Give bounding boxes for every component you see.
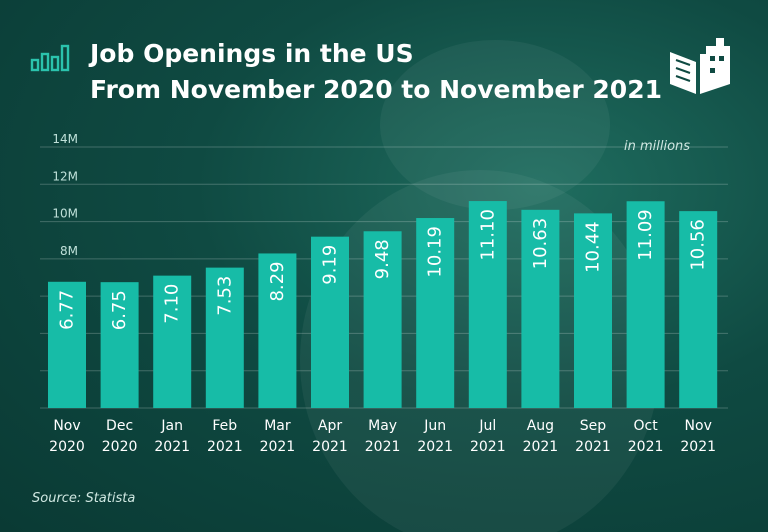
x-tick-label-year: 2021 <box>207 439 243 455</box>
bar-value-label: 8.29 <box>267 261 288 301</box>
bar-value-label: 10.63 <box>530 218 551 270</box>
background-helmet-shape <box>380 40 610 210</box>
bar <box>48 281 86 408</box>
bar-value-label: 6.75 <box>109 290 130 330</box>
unit-note: in millions <box>624 139 691 154</box>
x-tick-label-month: Nov <box>53 418 80 434</box>
x-tick-label-year: 2021 <box>575 439 611 455</box>
x-tick-label-month: Mar <box>264 418 291 434</box>
x-tick-label-month: Oct <box>633 418 658 434</box>
bar-value-label: 7.10 <box>162 284 183 324</box>
bar <box>258 253 297 408</box>
bar <box>416 218 455 408</box>
bar <box>574 213 612 408</box>
title-line-2: From November 2020 to November 2021 <box>90 75 662 104</box>
x-tick-label-year: 2020 <box>49 439 85 455</box>
x-tick-label-year: 2020 <box>102 439 138 455</box>
x-tick-label-year: 2021 <box>680 439 716 455</box>
bar <box>100 282 139 408</box>
bar-value-label: 10.19 <box>425 226 446 278</box>
x-tick-label-month: Jun <box>423 418 446 434</box>
bar <box>679 211 718 408</box>
source-note: Source: Statista <box>32 491 136 506</box>
chart-title: Job Openings in the US From November 202… <box>90 36 662 108</box>
x-tick-label-year: 2021 <box>523 439 559 455</box>
x-tick-label-month: Jan <box>160 418 183 434</box>
bar-value-label: 6.77 <box>57 290 78 330</box>
x-tick-label-month: Aug <box>527 418 554 434</box>
x-tick-label-year: 2021 <box>417 439 453 455</box>
bar-value-label: 11.10 <box>477 209 498 261</box>
x-tick-label-month: Feb <box>212 418 237 434</box>
bar <box>153 275 192 408</box>
bar <box>468 201 507 408</box>
bar <box>521 209 560 408</box>
x-tick-label-year: 2021 <box>312 439 348 455</box>
y-tick-label: 12M <box>52 169 78 183</box>
x-tick-label-year: 2021 <box>470 439 506 455</box>
x-tick-label-year: 2021 <box>260 439 296 455</box>
x-tick-label-month: May <box>368 418 397 434</box>
y-tick-label: 8M <box>60 244 78 258</box>
x-tick-label-month: Apr <box>318 418 342 434</box>
bar <box>363 231 402 408</box>
x-tick-label-year: 2021 <box>365 439 401 455</box>
bar <box>626 201 665 408</box>
y-tick-label: 14M <box>52 132 78 146</box>
title-line-1: Job Openings in the US <box>90 39 414 68</box>
bar-value-label: 10.56 <box>688 219 709 271</box>
book-building-logo-icon <box>670 38 730 94</box>
bar <box>205 267 244 408</box>
y-tick-label: 10M <box>52 207 78 221</box>
bar <box>311 236 349 408</box>
bar-value-label: 7.53 <box>214 276 235 316</box>
x-tick-label-month: Nov <box>685 418 712 434</box>
bar-value-label: 11.09 <box>635 209 656 261</box>
bar-chart-icon <box>30 44 70 72</box>
bar-value-label: 9.48 <box>372 239 393 279</box>
x-tick-label-month: Jul <box>478 418 496 434</box>
x-tick-label-month: Dec <box>106 418 133 434</box>
bar-value-label: 9.19 <box>320 245 341 285</box>
bar-value-label: 10.44 <box>583 221 604 273</box>
x-tick-label-month: Sep <box>580 418 607 434</box>
x-tick-label-year: 2021 <box>628 439 664 455</box>
x-tick-label-year: 2021 <box>154 439 190 455</box>
